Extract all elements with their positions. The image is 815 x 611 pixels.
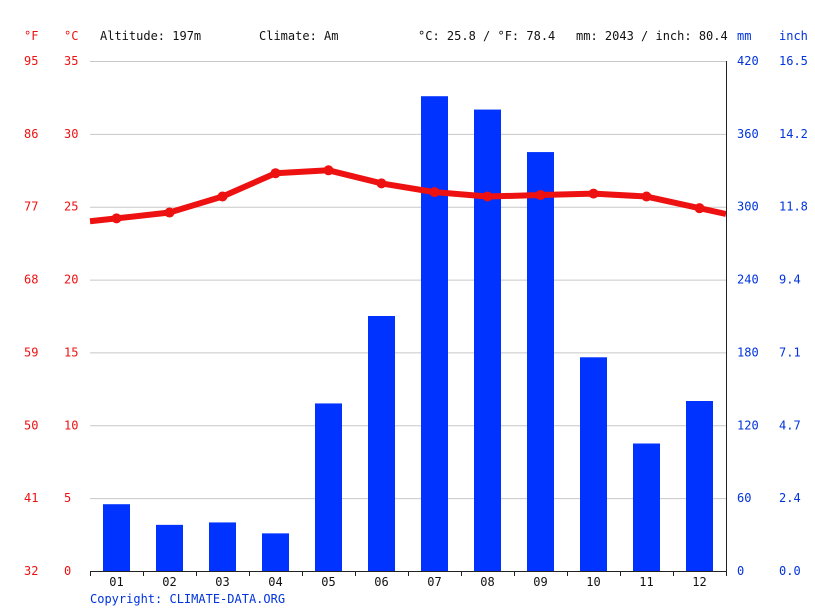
fahrenheit-tick-label: 41 bbox=[24, 491, 38, 505]
tick-labels: 32 0 0 0.0 41 5 60 2.4 50 10 120 4.7 59 15 180 7.1 68 20 2… bbox=[24, 54, 808, 589]
altitude-label: Altitude: 197m bbox=[100, 29, 201, 43]
month-tick-label: 11 bbox=[639, 575, 653, 589]
month-tick-label: 05 bbox=[321, 575, 335, 589]
inch-tick-label: 0.0 bbox=[779, 564, 801, 578]
inch-unit-label: inch bbox=[779, 29, 808, 43]
mm-tick-label: 120 bbox=[737, 418, 759, 432]
mm-unit-label: mm bbox=[737, 29, 751, 43]
fahrenheit-tick-label: 50 bbox=[24, 418, 38, 432]
precipitation-bar bbox=[262, 533, 289, 571]
precipitation-bar bbox=[633, 443, 660, 571]
mm-tick-label: 180 bbox=[737, 345, 759, 359]
mm-tick-label: 60 bbox=[737, 491, 751, 505]
celsius-tick-label: 15 bbox=[64, 345, 78, 359]
inch-tick-label: 9.4 bbox=[779, 273, 801, 287]
precipitation-bar bbox=[686, 401, 713, 571]
month-tick-label: 03 bbox=[215, 575, 229, 589]
month-tick-label: 10 bbox=[586, 575, 600, 589]
temperature-line bbox=[89, 165, 727, 225]
inch-tick-label: 2.4 bbox=[779, 491, 801, 505]
temperature-point bbox=[641, 191, 652, 202]
fahrenheit-tick-label: 68 bbox=[24, 273, 38, 287]
inch-tick-label: 14.2 bbox=[779, 127, 808, 141]
temperature-point bbox=[376, 178, 387, 189]
precipitation-bar bbox=[209, 522, 236, 571]
copyright-label: Copyright: CLIMATE-DATA.ORG bbox=[90, 592, 285, 606]
precipitation-bar bbox=[368, 316, 395, 571]
temperature-point bbox=[217, 191, 228, 202]
fahrenheit-tick-label: 95 bbox=[24, 54, 38, 68]
grid-lines bbox=[90, 61, 726, 500]
precipitation-bar bbox=[156, 524, 183, 571]
temperature-average-label: °C: 25.8 / °F: 78.4 bbox=[418, 29, 555, 43]
celsius-unit-label: °C bbox=[64, 29, 78, 43]
temperature-series-line bbox=[89, 167, 727, 225]
month-tick-label: 06 bbox=[374, 575, 388, 589]
mm-tick-label: 0 bbox=[737, 564, 744, 578]
temperature-point bbox=[482, 191, 493, 202]
axes bbox=[90, 61, 727, 576]
month-tick-label: 09 bbox=[533, 575, 547, 589]
fahrenheit-tick-label: 86 bbox=[24, 127, 38, 141]
mm-tick-label: 300 bbox=[737, 200, 759, 214]
inch-tick-label: 16.5 bbox=[779, 54, 808, 68]
month-tick-label: 08 bbox=[480, 575, 494, 589]
celsius-tick-label: 0 bbox=[64, 564, 71, 578]
month-tick-label: 01 bbox=[109, 575, 123, 589]
month-tick-label: 02 bbox=[162, 575, 176, 589]
temperature-point bbox=[164, 207, 175, 218]
precipitation-bar bbox=[580, 357, 607, 571]
precipitation-total-label: mm: 2043 / inch: 80.4 bbox=[576, 29, 728, 43]
precipitation-bar bbox=[421, 96, 448, 571]
celsius-tick-label: 5 bbox=[64, 491, 71, 505]
inch-tick-label: 4.7 bbox=[779, 418, 801, 432]
month-tick-label: 12 bbox=[692, 575, 706, 589]
precipitation-bar bbox=[315, 403, 342, 571]
celsius-tick-label: 20 bbox=[64, 273, 78, 287]
month-tick-label: 04 bbox=[268, 575, 282, 589]
celsius-tick-label: 25 bbox=[64, 200, 78, 214]
temperature-point bbox=[535, 190, 546, 201]
precipitation-bars bbox=[103, 96, 713, 572]
precipitation-bar bbox=[527, 152, 554, 572]
mm-tick-label: 240 bbox=[737, 273, 759, 287]
mm-tick-label: 420 bbox=[737, 54, 759, 68]
temperature-point bbox=[270, 168, 281, 179]
fahrenheit-tick-label: 77 bbox=[24, 200, 38, 214]
precipitation-bar bbox=[103, 504, 130, 571]
celsius-tick-label: 30 bbox=[64, 127, 78, 141]
fahrenheit-unit-label: °F bbox=[24, 29, 38, 43]
precipitation-bar bbox=[474, 109, 501, 572]
celsius-tick-label: 35 bbox=[64, 54, 78, 68]
temperature-point bbox=[588, 188, 599, 199]
temperature-point bbox=[429, 187, 440, 198]
inch-tick-label: 7.1 bbox=[779, 345, 801, 359]
temperature-point bbox=[323, 165, 334, 176]
inch-tick-label: 11.8 bbox=[779, 200, 808, 214]
temperature-point bbox=[111, 213, 122, 224]
temperature-point bbox=[694, 203, 705, 214]
mm-tick-label: 360 bbox=[737, 127, 759, 141]
fahrenheit-tick-label: 59 bbox=[24, 345, 38, 359]
month-tick-label: 07 bbox=[427, 575, 441, 589]
climate-label: Climate: Am bbox=[259, 29, 338, 43]
fahrenheit-tick-label: 32 bbox=[24, 564, 38, 578]
celsius-tick-label: 10 bbox=[64, 418, 78, 432]
